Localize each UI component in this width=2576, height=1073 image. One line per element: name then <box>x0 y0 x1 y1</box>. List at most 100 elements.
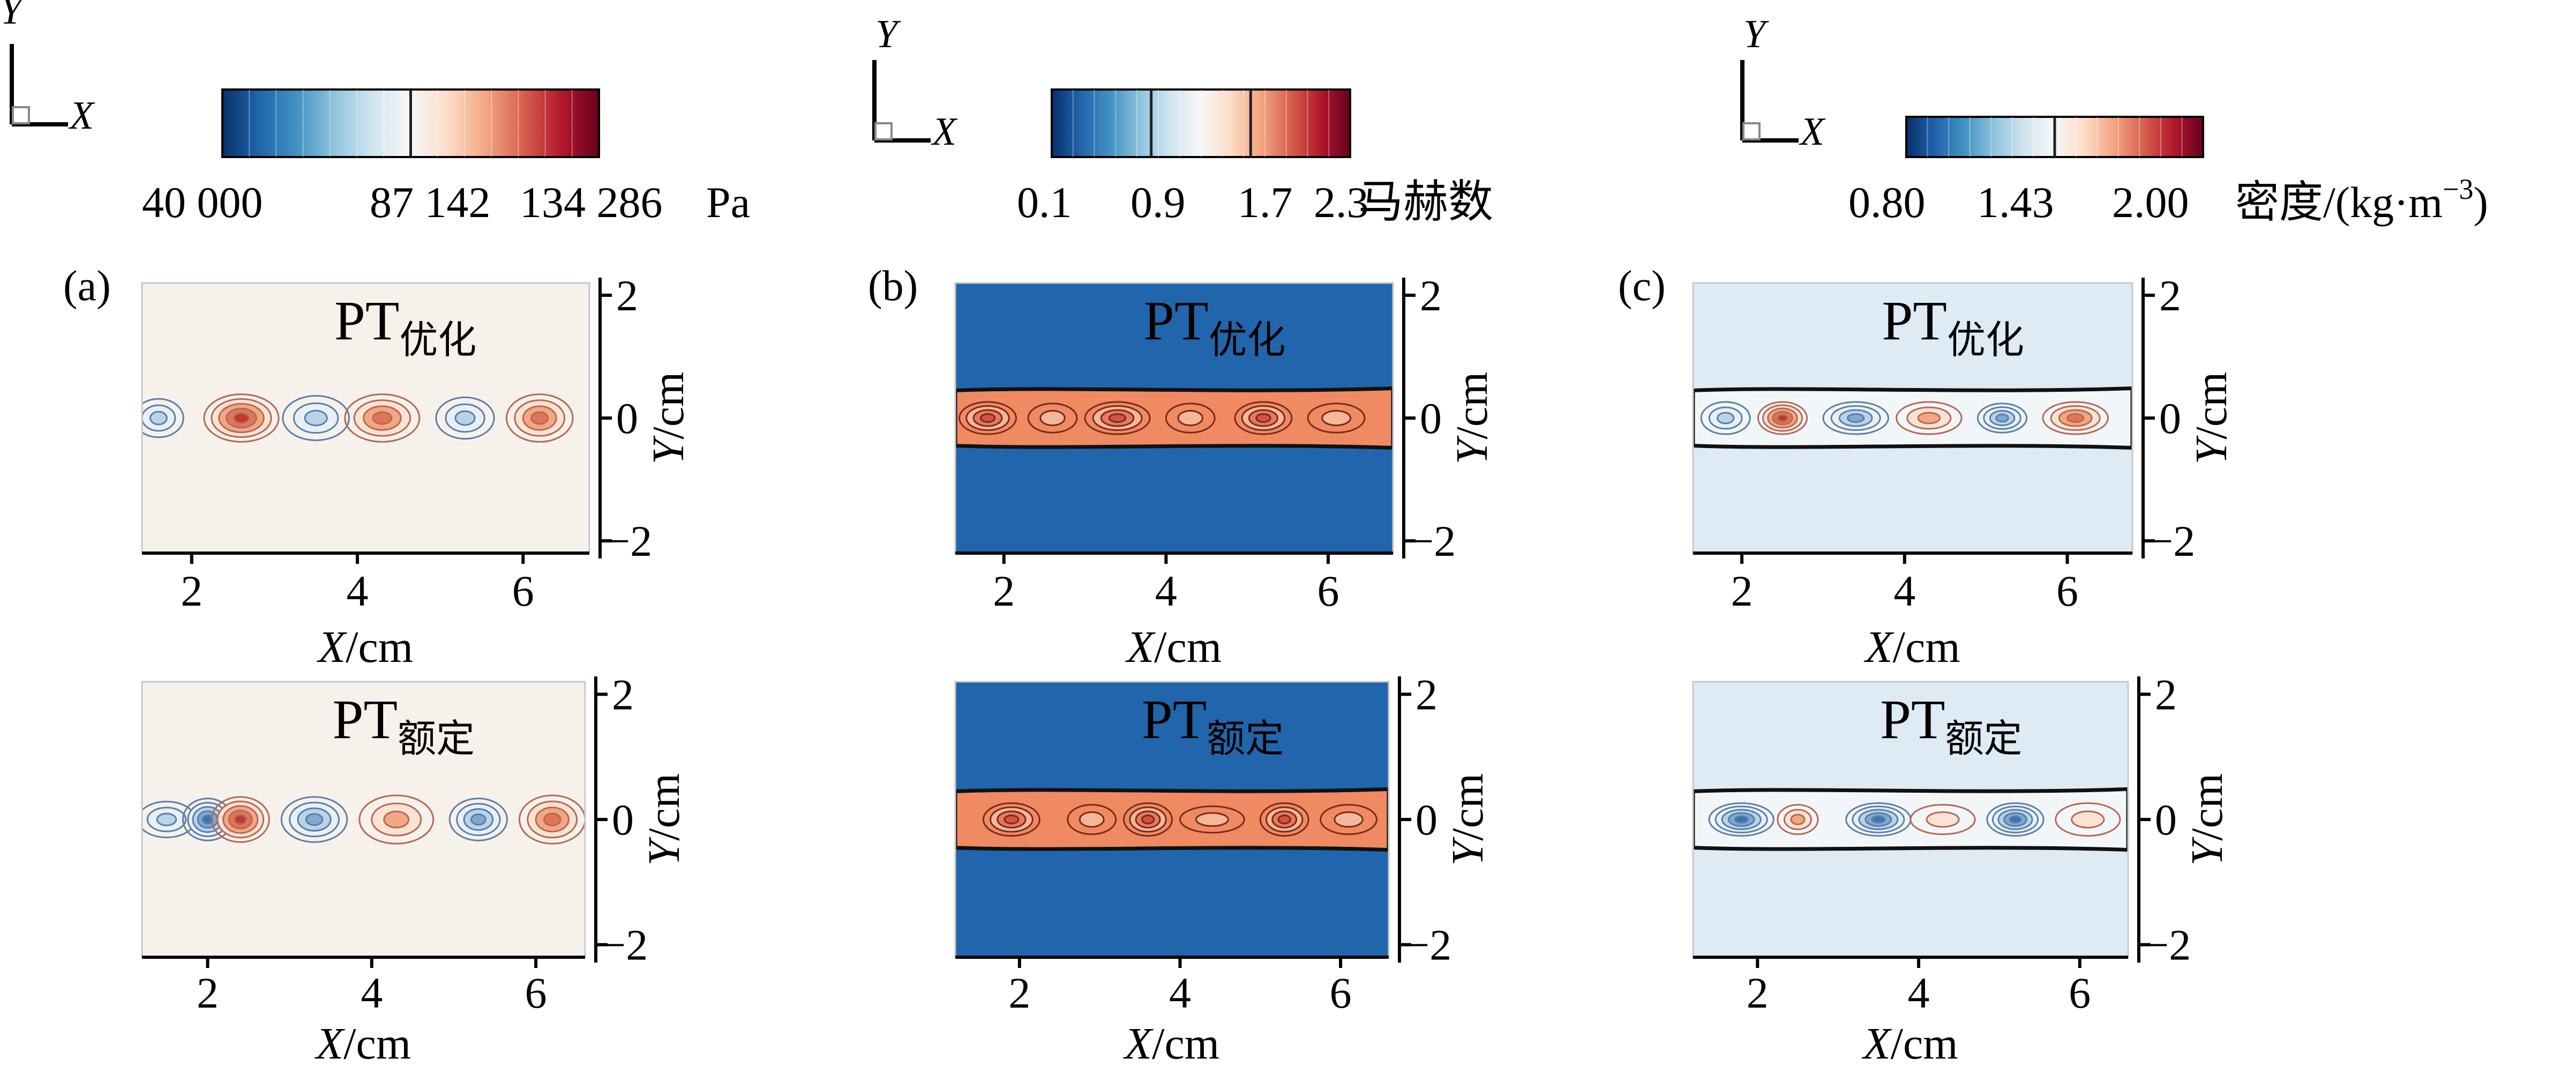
contour-line <box>1277 814 1291 825</box>
y-tick-label: 0 <box>1420 394 1442 443</box>
contour-line <box>1039 409 1066 427</box>
contour-line <box>1790 814 1806 825</box>
orientation-y-label: Y <box>0 0 26 33</box>
orientation-y-label: Y <box>1743 12 1769 56</box>
y-tick-label: 2 <box>1416 670 1437 719</box>
origin-box <box>1742 122 1761 140</box>
contour-line <box>470 813 486 826</box>
x-tick-label: 6 <box>1330 968 1352 1017</box>
contour-cell <box>1027 403 1078 434</box>
contour-cell <box>1234 401 1293 435</box>
colorbar: 0.80 1.43 2.00 密度/(kg·m−3) <box>1848 116 2488 227</box>
contour-line <box>1777 414 1788 422</box>
contour-line <box>211 796 270 843</box>
y-tick-label: −2 <box>1409 517 1456 565</box>
contour-line <box>1004 814 1020 825</box>
y-tick-label: −2 <box>1405 921 1451 970</box>
x-axis-label: X/cm <box>1123 1019 1219 1069</box>
origin-box <box>12 106 30 124</box>
contour-cell <box>1067 803 1117 836</box>
x-axis-label: X/cm <box>1863 622 1960 672</box>
y-axis-label: Y/cm <box>1447 372 1497 465</box>
plot-area <box>1693 283 2132 553</box>
x-tick-label: 2 <box>197 968 219 1017</box>
contour-line <box>435 396 495 440</box>
y-tick-label: 0 <box>616 394 638 443</box>
contour-line <box>280 796 348 843</box>
contour-cell <box>1777 803 1819 836</box>
plot-area <box>142 682 585 957</box>
contour-cell <box>211 796 270 843</box>
contour-line <box>1909 803 1976 836</box>
y-tick-label: −2 <box>2148 517 2195 565</box>
plot-area <box>142 283 589 553</box>
y-tick-label: −2 <box>2144 921 2191 970</box>
contour-line <box>1700 401 1751 435</box>
y-axis-label: Y/cm <box>643 372 693 465</box>
contour-line <box>304 409 328 427</box>
contour-cell <box>1179 805 1245 834</box>
x-axis-label: X/cm <box>317 622 413 672</box>
orientation-x-label: X <box>68 94 95 138</box>
contour-line <box>1717 412 1735 424</box>
contour-line <box>530 411 549 425</box>
contour-cell <box>344 393 421 443</box>
contour-line <box>1896 401 1963 435</box>
contour-line <box>979 413 996 423</box>
contour-cell <box>1165 403 1216 434</box>
plot-area <box>955 682 1389 957</box>
contour-cell <box>505 393 574 443</box>
colorbar-tick-label: 134 286 <box>520 178 663 227</box>
contour-line <box>2009 815 2022 824</box>
x-tick-label: 4 <box>1155 567 1177 615</box>
x-tick-label: 2 <box>1008 968 1030 1017</box>
contour-cell <box>1976 403 2028 434</box>
contour-line <box>1871 815 1886 824</box>
x-axis-label: X/cm <box>1861 1019 1958 1069</box>
contour-line <box>1708 802 1774 837</box>
orientation-x-label: X <box>1799 110 1826 154</box>
contour-line <box>454 410 476 426</box>
axis-orientation-icon: YX <box>1740 12 1826 154</box>
contour-cell <box>1307 403 1366 434</box>
y-tick-label: 2 <box>616 271 638 320</box>
x-axis-label: X/cm <box>314 1019 411 1069</box>
y-tick-label: 0 <box>2155 795 2177 844</box>
contour-line <box>142 398 184 438</box>
contour-cell <box>2042 401 2109 435</box>
contour-line <box>543 813 561 826</box>
contour-line <box>1334 811 1364 828</box>
contour-cell <box>435 396 495 440</box>
contour-line <box>1079 811 1105 828</box>
contour-line <box>1926 811 1960 828</box>
contour-line <box>448 798 508 841</box>
contour-cell <box>358 794 435 845</box>
panel-label: (c) <box>1618 263 1666 310</box>
colorbar-tick-label: 40 000 <box>142 178 263 227</box>
contour-cell <box>1320 803 1378 836</box>
y-tick-label: 2 <box>2159 271 2181 320</box>
colorbar: 40 000 87 142 134 286 Pa <box>142 88 750 227</box>
x-tick-label: 6 <box>2056 567 2078 615</box>
contour-cell <box>1757 401 1808 435</box>
colorbar-unit: Pa <box>706 178 750 227</box>
contour-line <box>2066 413 2085 423</box>
x-tick-label: 4 <box>347 567 369 615</box>
contour-cell <box>448 798 508 841</box>
contour-line <box>1321 409 1352 427</box>
colorbar-tick-label: 1.43 <box>1977 178 2054 227</box>
x-tick-label: 6 <box>2069 968 2091 1017</box>
contour-line <box>1141 814 1155 825</box>
contour-line <box>1195 812 1229 827</box>
colorbar-tick-label: 2.3 <box>1314 178 1369 227</box>
x-tick-label: 4 <box>1908 968 1930 1017</box>
contour-cell <box>1259 802 1309 837</box>
axis-orientation-icon: YX <box>872 12 958 154</box>
orientation-x-label: X <box>931 110 958 154</box>
y-tick-label: 0 <box>612 795 634 844</box>
